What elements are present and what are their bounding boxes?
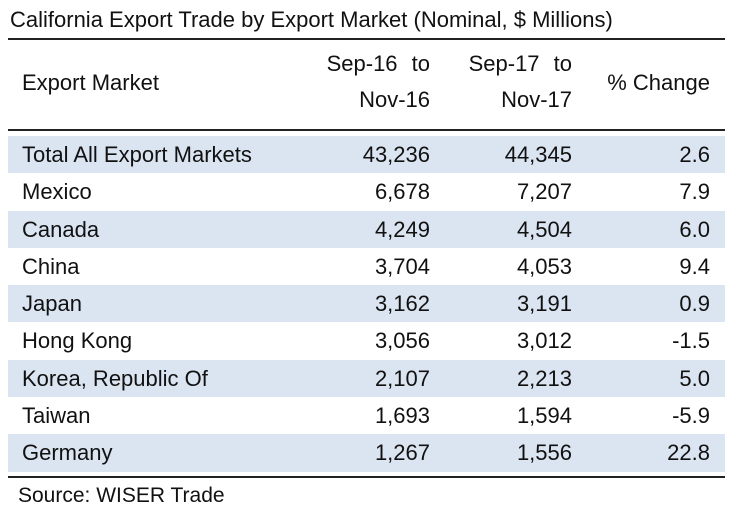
cell-change: 2.6 xyxy=(679,142,710,167)
table-row: Hong Kong 3,056 3,012 -1.5 xyxy=(8,322,725,359)
source-note: Source: WISER Trade xyxy=(18,484,225,507)
table-row: Japan 3,162 3,191 0.9 xyxy=(8,285,725,323)
table-row: China 3,704 4,053 9.4 xyxy=(8,248,725,285)
header-rule xyxy=(8,129,725,131)
cell-period-2: 7,207 xyxy=(516,179,572,205)
cell-market: China xyxy=(22,253,80,279)
header-export-market: Export Market xyxy=(22,70,159,95)
cell-period-2: 1,594 xyxy=(516,403,572,429)
bottom-rule xyxy=(8,476,725,478)
table-body: Total All Export Markets 43,236 44,345 2… xyxy=(8,136,725,472)
cell-period-1: 2,107 xyxy=(374,365,430,391)
cell-period-2: 44,345 xyxy=(504,142,572,167)
table-row: Canada 4,249 4,504 6.0 xyxy=(8,210,725,248)
cell-change: 5.0 xyxy=(679,365,710,391)
header-period-1-line-1: Sep-16 to xyxy=(326,51,430,76)
cell-period-1: 3,056 xyxy=(374,328,430,354)
cell-period-2: 2,213 xyxy=(516,365,572,391)
cell-market: Canada xyxy=(22,216,100,242)
cell-period-1: 1,267 xyxy=(374,440,430,466)
header-period-2: Sep-17 to Nov-17 xyxy=(440,46,572,124)
cell-market: Mexico xyxy=(22,179,92,205)
header-period-1-line-2: Nov-16 xyxy=(359,87,430,112)
cell-change: 6.0 xyxy=(679,216,710,242)
cell-market: Korea, Republic Of xyxy=(22,365,208,391)
cell-period-1: 4,249 xyxy=(374,216,430,242)
cell-change: 7.9 xyxy=(679,179,710,205)
cell-change: -5.9 xyxy=(672,403,710,429)
cell-change: 22.8 xyxy=(667,440,710,466)
top-rule xyxy=(8,38,725,40)
header-period-2-line-1: Sep-17 to xyxy=(468,51,572,76)
table-row: Total All Export Markets 43,236 44,345 2… xyxy=(8,136,725,174)
table-row: Mexico 6,678 7,207 7.9 xyxy=(8,173,725,210)
header-percent-change: % Change xyxy=(607,70,710,95)
cell-change: -1.5 xyxy=(672,328,710,354)
cell-period-2: 4,504 xyxy=(516,216,572,242)
cell-period-2: 3,012 xyxy=(516,328,572,354)
table-row: Korea, Republic Of 2,107 2,213 5.0 xyxy=(8,359,725,398)
cell-market: Hong Kong xyxy=(22,328,133,354)
cell-market: Japan xyxy=(22,291,82,317)
cell-change: 9.4 xyxy=(679,253,710,279)
table-row: Taiwan 1,693 1,594 -5.9 xyxy=(8,397,725,434)
header-period-2-line-2: Nov-17 xyxy=(501,87,572,112)
cell-market: Germany xyxy=(22,440,113,466)
cell-change: 0.9 xyxy=(679,291,710,317)
table-row: Germany 1,267 1,556 22.8 xyxy=(8,434,725,472)
cell-market: Taiwan xyxy=(22,403,91,429)
cell-period-1: 1,693 xyxy=(374,403,430,429)
cell-period-1: 3,704 xyxy=(374,253,430,279)
cell-period-1: 6,678 xyxy=(374,179,430,205)
cell-period-1: 43,236 xyxy=(362,142,430,167)
header-period-1: Sep-16 to Nov-16 xyxy=(300,46,430,124)
table-title: California Export Trade by Export Market… xyxy=(10,7,613,32)
cell-period-2: 4,053 xyxy=(516,253,572,279)
cell-period-1: 3,162 xyxy=(374,291,430,317)
cell-period-2: 1,556 xyxy=(516,440,572,466)
cell-market: Total All Export Markets xyxy=(22,142,252,167)
cell-period-2: 3,191 xyxy=(516,291,572,317)
